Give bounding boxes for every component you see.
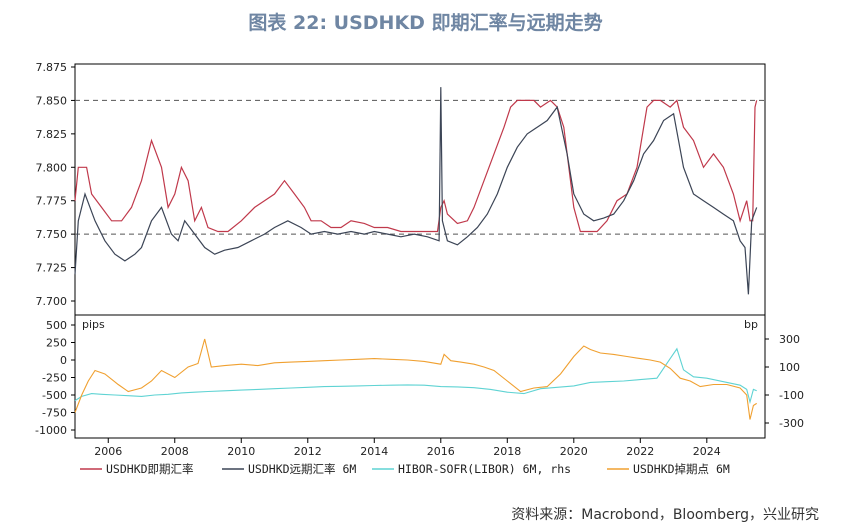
top-y-tick-label: 7.850 xyxy=(36,94,68,107)
bottom-y2-tick-label: 300 xyxy=(779,333,800,346)
bp-axis-label: bp xyxy=(744,318,758,331)
legend-label: USDHKD掉期点 6M xyxy=(633,462,730,476)
top-y-tick-label: 7.700 xyxy=(36,295,68,308)
bottom-y-axis: 500 250 0 -250 -500 -750 -1000 xyxy=(35,319,75,437)
top-y-tick-label: 7.725 xyxy=(36,262,68,275)
bottom-panel-frame xyxy=(74,314,766,439)
reference-lines xyxy=(75,99,765,235)
series-line xyxy=(74,99,758,233)
legend-label: USDHKD即期汇率 xyxy=(106,462,194,476)
top-y-tick-label: 7.875 xyxy=(36,61,68,74)
pips-axis-label: pips xyxy=(82,318,105,331)
bottom-y-tick-label: 500 xyxy=(46,319,67,332)
x-tick-label: 2024 xyxy=(693,445,721,458)
bottom-series-group xyxy=(74,338,757,420)
x-tick-label: 2016 xyxy=(427,445,455,458)
x-tick-label: 2012 xyxy=(294,445,322,458)
top-y-tick-label: 7.750 xyxy=(36,228,68,241)
series-line xyxy=(74,338,757,420)
x-tick-label: 2006 xyxy=(94,445,122,458)
series-line xyxy=(74,347,757,405)
bottom-y-tick-label: -750 xyxy=(42,407,67,420)
chart-title: 图表 22: USDHKD 即期汇率与远期走势 xyxy=(248,12,603,34)
top-y-axis: 7.875 7.850 7.825 7.800 7.775 7.750 7.725 7.700 xyxy=(36,61,75,308)
bottom-y-tick-label: 250 xyxy=(46,337,67,350)
bottom-y-tick-label: 0 xyxy=(60,354,67,367)
x-tick-label: 2018 xyxy=(493,445,521,458)
top-y-tick-label: 7.775 xyxy=(36,195,68,208)
bottom-y-tick-label: -250 xyxy=(42,372,67,385)
top-series-group xyxy=(74,87,758,295)
top-y-tick-label: 7.825 xyxy=(36,128,68,141)
bottom-y-tick-label: -1000 xyxy=(35,424,67,437)
legend-label: HIBOR-SOFR(LIBOR) 6M, rhs xyxy=(398,462,571,476)
bottom-y-tick-label: -500 xyxy=(42,389,67,402)
x-axis: 2006 2008 2010 2012 2014 2016 2018 2020 2022 2024 xyxy=(94,438,721,458)
series-line xyxy=(74,87,758,295)
bottom-y2-tick-label: -300 xyxy=(779,417,804,430)
legend-label: USDHKD远期汇率 6M xyxy=(248,462,356,476)
x-tick-label: 2020 xyxy=(560,445,588,458)
source-note: 资料来源：Macrobond，Bloomberg，兴业研究 xyxy=(511,507,819,523)
bottom-y2-tick-label: -100 xyxy=(779,389,804,402)
x-tick-label: 2008 xyxy=(161,445,189,458)
legend: USDHKD即期汇率 USDHKD远期汇率 6M HIBOR-SOFR(LIBOR)… xyxy=(80,462,730,476)
x-tick-label: 2010 xyxy=(227,445,255,458)
x-tick-label: 2022 xyxy=(626,445,654,458)
x-tick-label: 2014 xyxy=(360,445,388,458)
bottom-y2-tick-label: 100 xyxy=(779,361,800,374)
bottom-y2-axis: 300 100 -100 -300 xyxy=(765,333,804,430)
top-y-tick-label: 7.800 xyxy=(36,161,68,174)
